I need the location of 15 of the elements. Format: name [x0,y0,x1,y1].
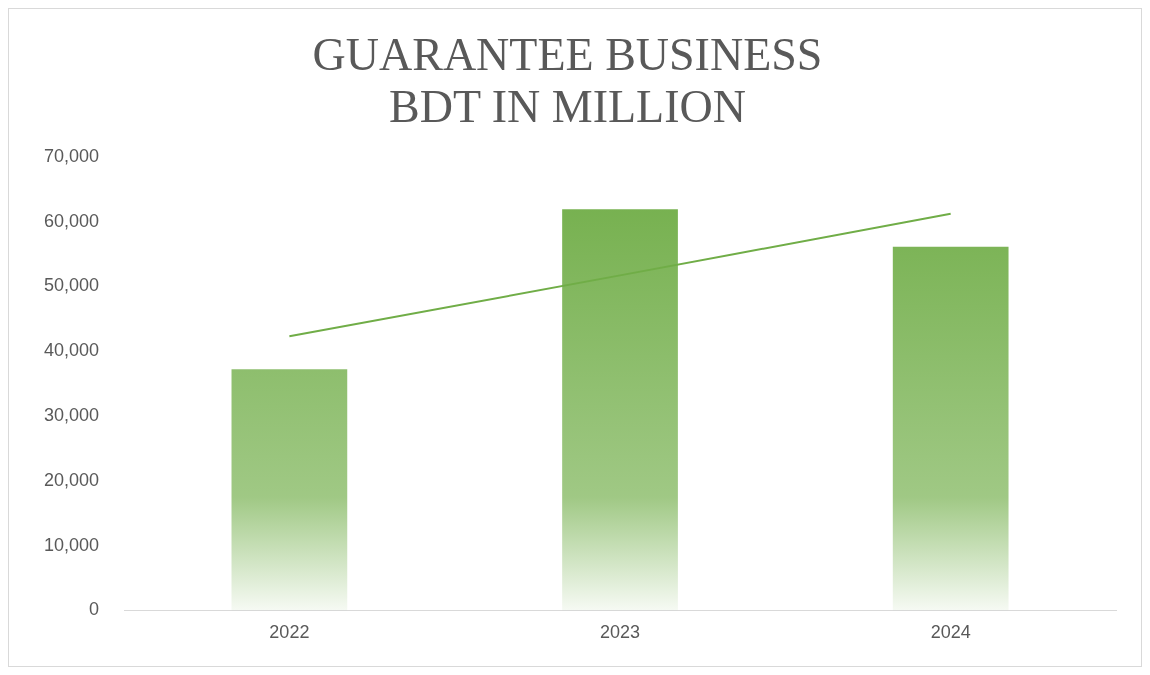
chart-title: GUARANTEE BUSINESS BDT IN MILLION [312,28,823,133]
y-tick-label: 10,000 [43,534,100,555]
y-tick-label: 60,000 [43,210,100,231]
bar [231,369,348,611]
x-tick-label: 2022 [269,622,310,643]
x-tick-label: 2023 [600,622,641,643]
bar [892,246,1009,611]
y-tick-label: 0 [89,599,100,620]
y-tick-label: 30,000 [43,404,100,425]
x-tick-label: 2024 [930,622,971,643]
y-tick-label: 20,000 [43,469,100,490]
bar [562,209,678,611]
y-tick-label: 50,000 [43,275,100,296]
y-tick-label: 40,000 [43,340,100,361]
y-tick-label: 70,000 [43,145,100,166]
